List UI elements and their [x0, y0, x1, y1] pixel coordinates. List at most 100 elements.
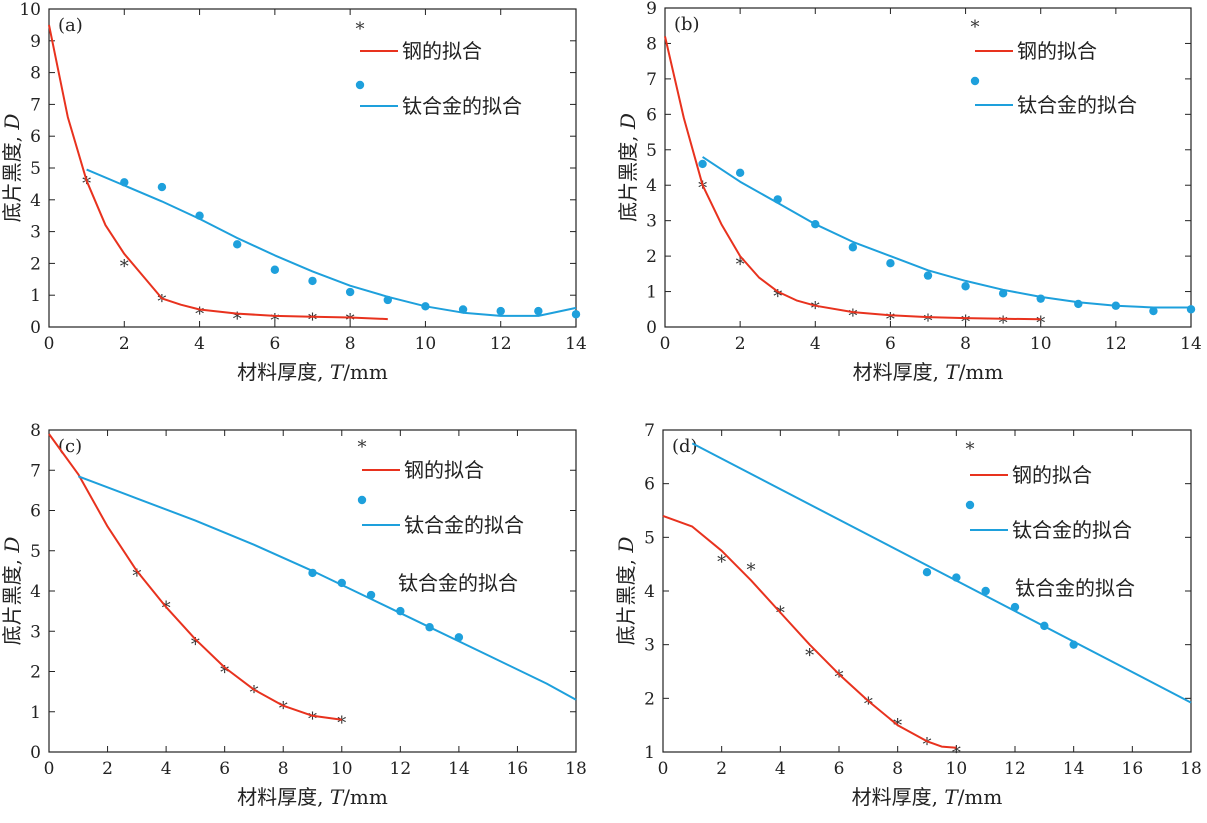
x-tick-label: 6 — [219, 759, 230, 779]
ti-fit-line — [691, 442, 1192, 704]
x-tick-label: 16 — [507, 759, 529, 779]
ti-point — [922, 568, 932, 577]
y-tick-label: 2 — [646, 247, 657, 267]
y-tick-label: 6 — [646, 105, 657, 125]
ti-point — [1186, 305, 1196, 314]
x-axis-label: 材料厚度, T/mm — [852, 785, 1003, 809]
y-tick-label: 1 — [30, 703, 41, 723]
legend-ti-label: 钛合金的拟合 — [1017, 93, 1137, 117]
x-tick-label: 18 — [565, 759, 587, 779]
y-tick-label: 7 — [30, 461, 41, 481]
steel-point: * — [736, 254, 745, 275]
ti-point — [270, 265, 280, 274]
y-tick-label: 4 — [30, 582, 41, 602]
x-tick-label: 8 — [960, 334, 971, 354]
x-tick-label: 2 — [735, 334, 746, 354]
steel-point: * — [886, 309, 895, 330]
x-tick-label: 12 — [390, 759, 412, 779]
x-tick-label: 10 — [946, 759, 968, 779]
x-axis-label: 材料厚度, T/mm — [237, 785, 388, 809]
x-tick-label: 0 — [658, 759, 669, 779]
x-tick-label: 14 — [448, 759, 470, 779]
y-axis-label-var: D — [616, 113, 640, 130]
x-tick-label: 10 — [1030, 334, 1052, 354]
steel-point: * — [1036, 313, 1045, 334]
legend-ti-marker — [965, 500, 975, 510]
y-tick-label: 8 — [30, 64, 41, 84]
y-tick-label: 9 — [646, 0, 657, 19]
y-tick-label: 9 — [30, 32, 41, 52]
panel-label: (b) — [674, 14, 700, 35]
steel-point: * — [233, 309, 242, 330]
ti-point — [698, 159, 707, 169]
x-tick-label: 16 — [1122, 759, 1144, 779]
x-tick-label: 12 — [1105, 334, 1127, 354]
x-tick-label: 2 — [716, 759, 727, 779]
extra-annotation: 钛合金的拟合 — [398, 571, 518, 595]
ti-fit-line — [86, 168, 577, 317]
legend-ti-marker — [970, 76, 980, 86]
y-axis-label: 底片黑度, D — [0, 537, 24, 646]
x-axis-label-unit: /mm — [958, 785, 1003, 809]
steel-point: * — [157, 291, 166, 312]
x-axis-label-text: 材料厚度, — [237, 785, 330, 809]
steel-point: * — [805, 646, 814, 667]
steel-point: * — [924, 311, 933, 332]
steel-point: * — [195, 304, 204, 325]
steel-fit-line — [48, 433, 342, 721]
y-axis-label-var: D — [0, 537, 24, 554]
steel-point: * — [952, 742, 961, 763]
panel-label: (d) — [672, 436, 698, 457]
y-axis-label: 底片黑度, D — [0, 114, 24, 223]
ti-point — [923, 271, 933, 280]
y-tick-label: 2 — [30, 254, 41, 274]
ti-point — [961, 282, 970, 291]
steel-point: * — [848, 306, 857, 327]
y-tick-label: 8 — [30, 421, 41, 441]
y-tick-label: 4 — [646, 176, 657, 196]
y-tick-label: 7 — [646, 70, 657, 90]
y-tick-label: 5 — [644, 528, 655, 548]
x-tick-label: 8 — [345, 334, 356, 354]
x-axis-label-var: T — [330, 785, 345, 809]
legend-steel-marker: * — [358, 437, 367, 458]
steel-point: * — [308, 709, 317, 730]
ti-point — [886, 259, 895, 268]
steel-point: * — [120, 256, 129, 277]
steel-point: * — [308, 310, 317, 331]
x-tick-label: 10 — [415, 334, 437, 354]
x-tick-label: 10 — [331, 759, 353, 779]
x-tick-label: 4 — [161, 759, 172, 779]
ti-point — [571, 310, 581, 319]
y-tick-label: 1 — [644, 743, 655, 763]
legend-steel-marker: * — [356, 19, 365, 40]
x-tick-label: 4 — [775, 759, 786, 779]
y-tick-label: 0 — [30, 318, 41, 338]
y-tick-label: 3 — [646, 212, 657, 232]
x-tick-label: 6 — [834, 759, 845, 779]
steel-fit-line — [664, 36, 1041, 321]
y-tick-label: 6 — [30, 127, 41, 147]
ti-fit-line — [702, 156, 1191, 309]
x-tick-label: 6 — [269, 334, 280, 354]
legend-steel-label: 钢的拟合 — [402, 39, 482, 63]
steel-point: * — [698, 178, 707, 199]
y-axis-label: 底片黑度, D — [616, 113, 640, 222]
steel-point: * — [337, 713, 346, 734]
ti-point — [157, 182, 167, 192]
panel-label: (c) — [58, 436, 82, 457]
y-tick-label: 6 — [644, 475, 655, 495]
steel-point: * — [249, 683, 258, 704]
legend-ti-marker — [355, 80, 365, 90]
y-tick-label: 3 — [644, 636, 655, 656]
x-tick-label: 18 — [1180, 759, 1202, 779]
steel-point: * — [835, 667, 844, 688]
x-axis-label-text: 材料厚度, — [852, 785, 945, 809]
y-axis-label-text: 底片黑度, — [0, 553, 24, 646]
y-axis-label: 底片黑度, D — [614, 537, 638, 646]
